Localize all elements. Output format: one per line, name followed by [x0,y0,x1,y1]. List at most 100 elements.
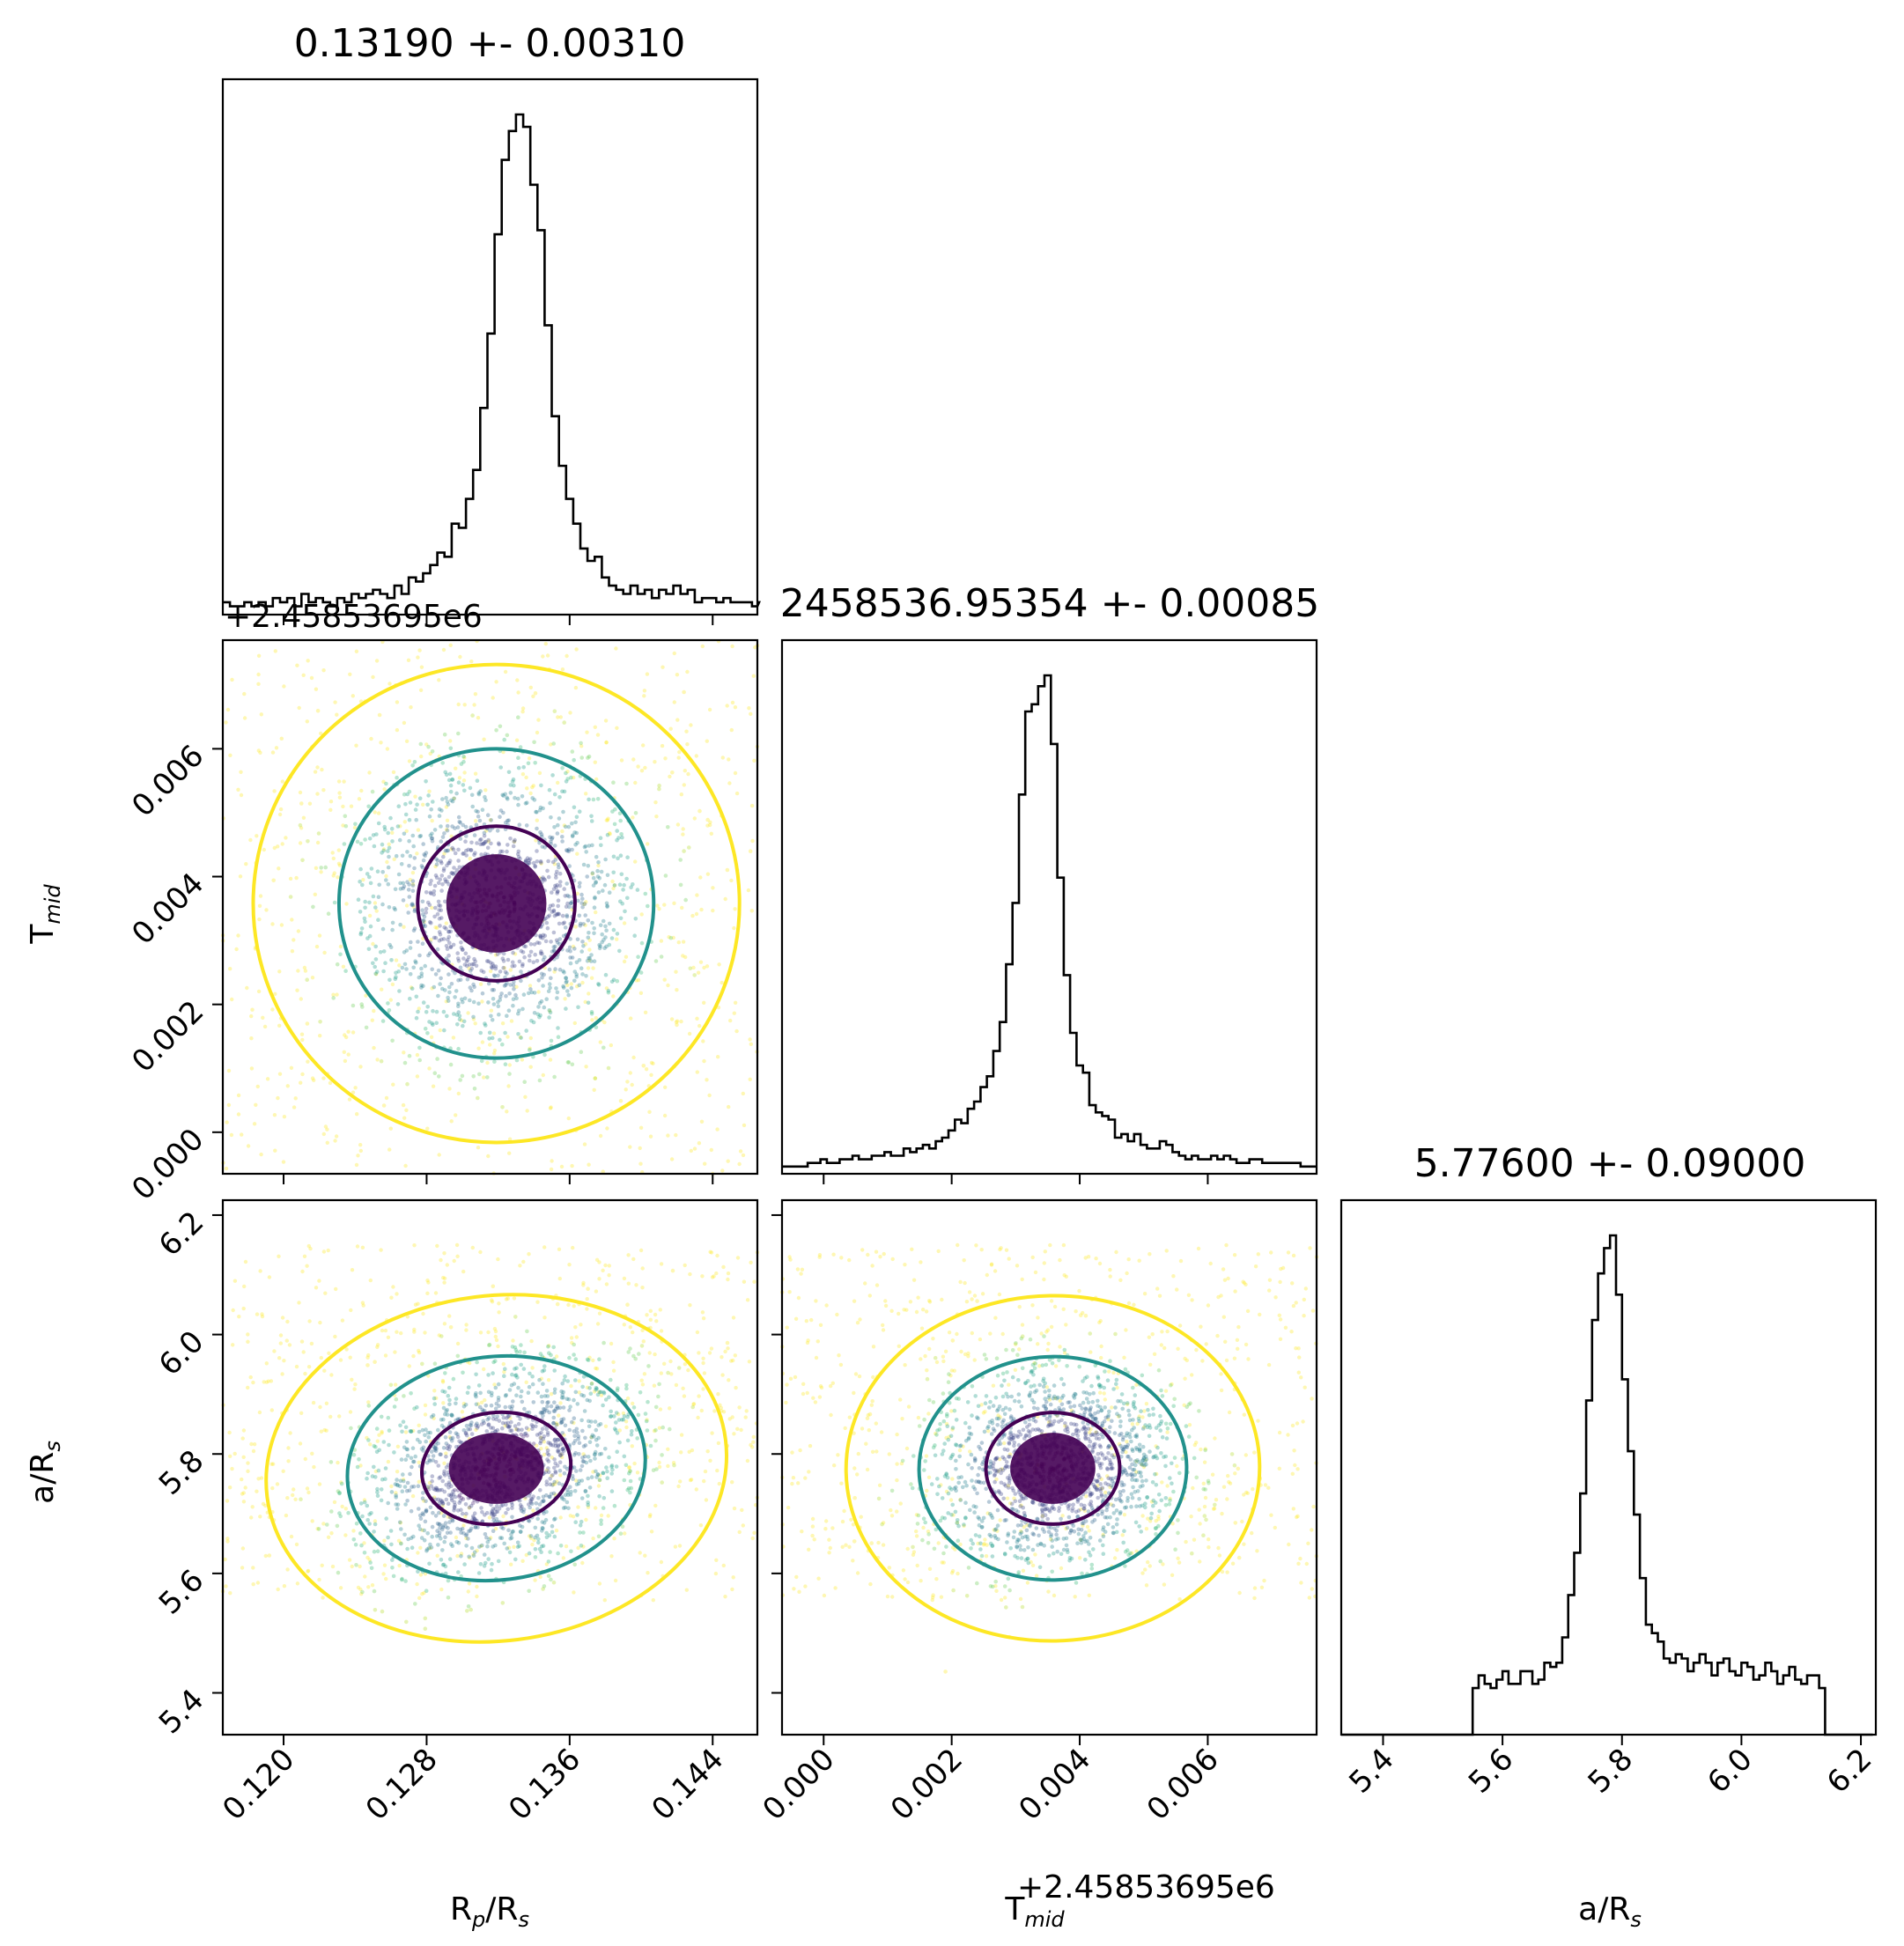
scatter-point [563,894,568,898]
scatter-point [1112,1556,1118,1560]
scatter-point [351,1003,356,1008]
scatter-point [491,1529,496,1533]
scatter-point [628,1071,632,1075]
scatter-point [640,1286,645,1290]
scatter-point [548,903,553,909]
scatter-point [445,947,450,951]
scatter-point [473,1021,477,1026]
scatter-point [720,1355,724,1360]
scatter-point [970,1297,974,1301]
scatter-point [412,1243,417,1248]
scatter-panel-2 [780,1242,1319,1674]
scatter-point [746,888,751,893]
scatter-point [407,1364,411,1368]
scatter-point [558,1473,563,1478]
scatter-point [619,832,624,837]
scatter-point [476,814,481,819]
scatter-point [342,1050,346,1055]
scatter-point [510,1345,515,1349]
scatter-point [565,948,570,953]
scatter-point [535,849,539,853]
scatter-point [425,1005,431,1009]
scatter-point [599,1393,604,1397]
scatter-point [412,856,417,860]
scatter-point [903,1363,907,1367]
scatter-point [455,1434,461,1440]
scatter-point [380,1431,384,1435]
scatter-point [394,958,399,962]
scatter-point [830,1381,835,1386]
scatter-point [513,1557,518,1562]
scatter-point [521,765,526,770]
scatter-point [551,908,557,913]
scatter-point [500,792,505,798]
scatter-point [449,798,454,803]
scatter-point [384,781,388,786]
scatter-point [565,848,569,852]
scatter-point [478,982,483,986]
scatter-point [451,1036,456,1040]
scatter-point [321,1249,327,1254]
scatter-point [515,1375,520,1380]
scatter-point [576,1005,580,1010]
scatter-point [485,845,491,851]
scatter-point [441,854,446,859]
scatter-point [1311,1504,1316,1509]
scatter-point [786,1506,791,1510]
scatter-point [569,901,573,906]
scatter-point [382,1538,387,1543]
scatter-point [419,665,424,669]
scatter-point [356,1585,361,1590]
scatter-point [449,847,454,851]
scatter-point [398,824,402,829]
scatter-point [840,1519,845,1524]
scatter-point [586,864,591,868]
scatter-point [471,999,476,1005]
scatter-point [381,1103,387,1108]
scatter-point [871,1375,875,1380]
scatter-point [396,804,402,808]
scatter-point [638,991,644,996]
scatter-point [490,1561,494,1566]
scatter-point [709,1147,713,1153]
scatter-point [423,963,428,969]
scatter-point [506,1035,510,1039]
scatter-point [358,1501,364,1506]
scatter-point [422,852,427,857]
scatter-point [643,765,647,770]
scatter-point [1227,1479,1231,1485]
scatter-point [267,1275,272,1279]
scatter-point [440,1525,446,1530]
scatter-point [672,901,676,905]
scatter-point [476,1571,482,1575]
scatter-point [242,1284,247,1289]
scatter-point [378,950,383,955]
scatter-point [436,1543,440,1547]
scatter-point [351,1090,356,1095]
scatter-point [657,1382,661,1387]
scatter-point [520,950,526,955]
scatter-point [444,795,448,800]
scatter-point [414,994,419,999]
scatter-point [583,844,588,849]
scatter-point [468,785,473,791]
scatter-point [536,990,541,994]
scatter-point [419,864,424,868]
scatter-point [1018,1596,1023,1602]
scatter-point [533,761,537,765]
scatter-point [483,851,488,857]
scatter-point [299,1080,303,1085]
scatter-point [445,823,450,829]
scatter-point [569,775,573,780]
scatter-point [619,872,624,877]
scatter-point [556,1448,561,1453]
scatter-point [547,982,552,986]
scatter-point [563,997,567,1001]
scatter-point [225,1537,230,1541]
scatter-point [643,1010,648,1015]
scatter-point [598,1040,602,1044]
scatter-point [422,919,426,925]
scatter-point [302,1254,307,1259]
scatter-point [839,1256,844,1260]
scatter-point [439,1587,444,1592]
